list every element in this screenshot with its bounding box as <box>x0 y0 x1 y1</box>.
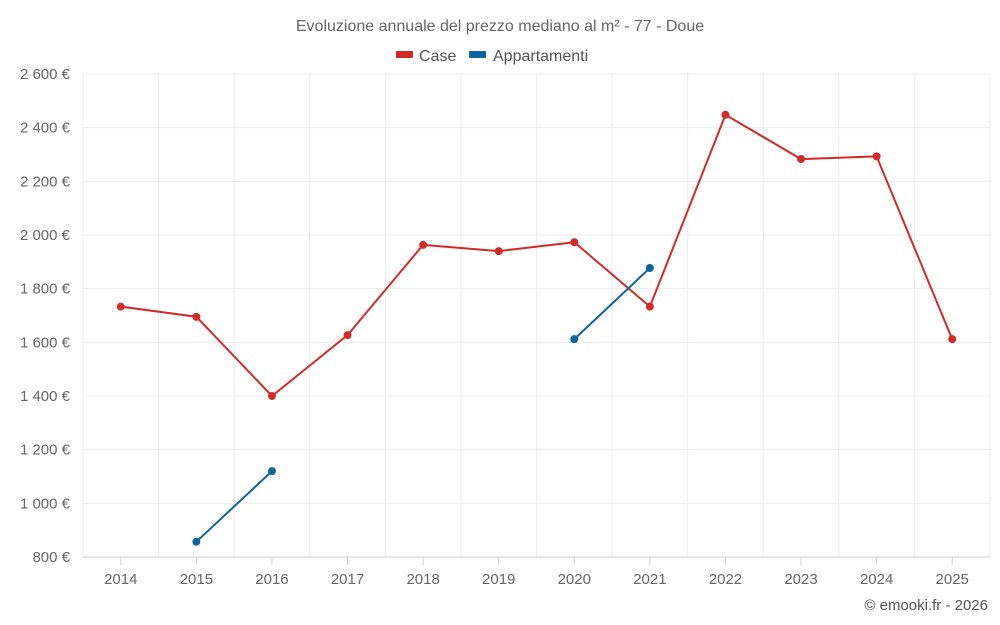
credit-text: © emooki.fr - 2026 <box>864 597 988 614</box>
data-point-appartamenti[interactable] <box>645 264 654 273</box>
x-tick-label: 2022 <box>709 571 742 588</box>
chart-title: Evoluzione annuale del prezzo mediano al… <box>296 18 704 35</box>
series-line-appartamenti <box>195 470 273 543</box>
data-point-case[interactable] <box>797 155 806 164</box>
y-tick-label: 2 000 € <box>20 227 71 244</box>
data-point-case[interactable] <box>343 331 352 340</box>
data-point-case[interactable] <box>267 392 276 400</box>
data-point-case[interactable] <box>721 110 730 119</box>
data-point-case[interactable] <box>872 152 881 161</box>
x-tick-label: 2021 <box>633 571 666 588</box>
legend-swatch-appartamenti <box>469 51 486 58</box>
x-tick-label: 2017 <box>331 571 364 588</box>
x-axis: 2014 2015 2016 2017 2018 2019 2020 2021 2022 2023… <box>83 556 990 588</box>
data-point-case[interactable] <box>645 302 654 311</box>
y-tick-label: 800 € <box>32 549 70 566</box>
y-tick-label: 1 200 € <box>20 442 71 459</box>
y-tick-label: 1 600 € <box>20 334 71 351</box>
data-point-appartamenti[interactable] <box>192 537 201 546</box>
data-point-case[interactable] <box>948 335 957 344</box>
legend-label-case: Case <box>419 48 456 65</box>
x-tick-label: 2020 <box>558 571 591 588</box>
y-tick-label: 2 200 € <box>20 173 71 190</box>
series-line-case <box>120 113 954 397</box>
y-tick-label: 1 400 € <box>20 388 71 405</box>
y-tick-label: 2 400 € <box>20 120 71 137</box>
legend: Case Appartamenti <box>396 48 588 65</box>
data-point-case[interactable] <box>419 240 428 249</box>
series-line-appartamenti <box>573 267 651 340</box>
y-axis: 800 € 1 000 € 1 200 € 1 400 € 1 600 € 1 800 €… <box>20 66 71 566</box>
series <box>116 110 957 546</box>
data-point-case[interactable] <box>116 302 125 311</box>
y-tick-label: 1 800 € <box>20 281 71 298</box>
legend-label-appartamenti: Appartamenti <box>493 48 588 65</box>
series-appartamenti <box>192 264 654 546</box>
x-tick-label: 2019 <box>482 571 515 588</box>
x-tick-label: 2014 <box>104 571 137 588</box>
data-point-case[interactable] <box>570 238 579 247</box>
x-tick-label: 2024 <box>860 571 893 588</box>
data-point-case[interactable] <box>494 247 503 256</box>
series-case <box>116 110 957 400</box>
data-point-appartamenti[interactable] <box>267 467 276 476</box>
grid <box>82 73 991 557</box>
data-point-appartamenti[interactable] <box>570 335 579 344</box>
y-tick-label: 2 600 € <box>20 66 71 83</box>
x-tick-label: 2023 <box>784 571 817 588</box>
x-tick-label: 2016 <box>255 571 288 588</box>
y-tick-label: 1 000 € <box>20 495 71 512</box>
data-point-case[interactable] <box>192 312 201 321</box>
x-tick-label: 2015 <box>180 571 213 588</box>
x-tick-label: 2018 <box>406 571 439 588</box>
legend-swatch-case <box>396 51 413 58</box>
x-tick-label: 2025 <box>936 571 969 588</box>
